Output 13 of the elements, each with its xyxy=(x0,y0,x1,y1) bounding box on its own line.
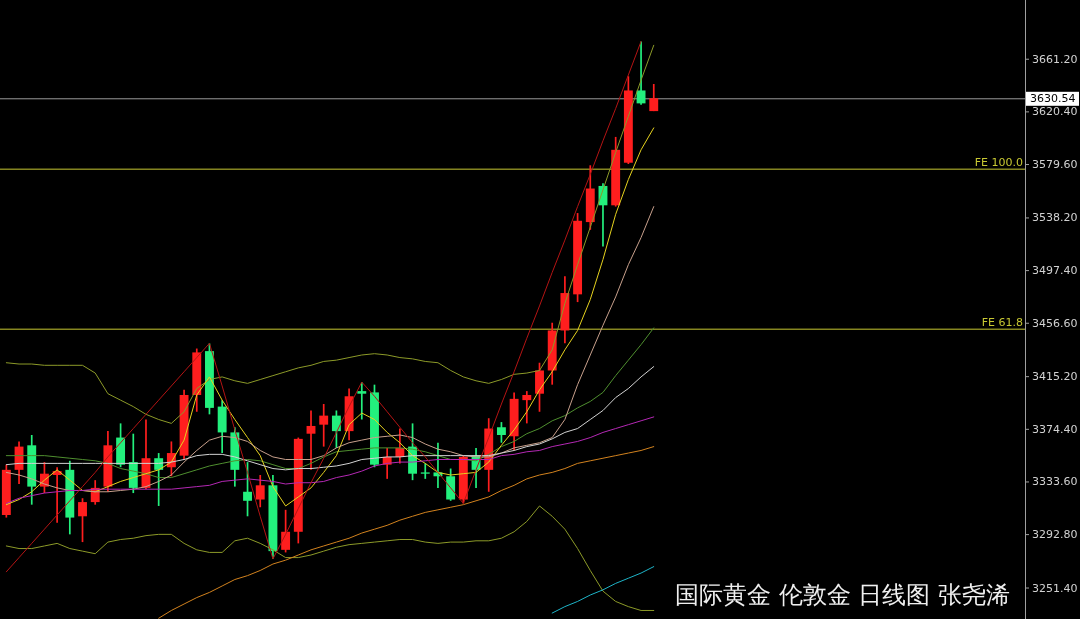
y-tick-label: 3497.40 xyxy=(1032,264,1078,278)
annotation: 国际黄金 伦敦金 日线图 张尧浠 xyxy=(675,581,1010,609)
y-tick-label: 3415.20 xyxy=(1032,370,1078,384)
y-tick-label: 3292.80 xyxy=(1032,528,1078,542)
y-tick-label: 3374.40 xyxy=(1032,422,1078,436)
y-tick-label: 3661.20 xyxy=(1032,52,1078,66)
y-tick-label: 3579.60 xyxy=(1032,158,1078,172)
y-tick-label: 3538.20 xyxy=(1032,211,1078,225)
y-tick-label: 3251.40 xyxy=(1032,581,1078,595)
y-tick-label: 3456.60 xyxy=(1032,316,1078,330)
y-tick-label: 3333.60 xyxy=(1032,475,1078,489)
ref-line-label: 3630.54 xyxy=(1030,92,1076,106)
y-tick-label: 3620.40 xyxy=(1032,105,1078,119)
